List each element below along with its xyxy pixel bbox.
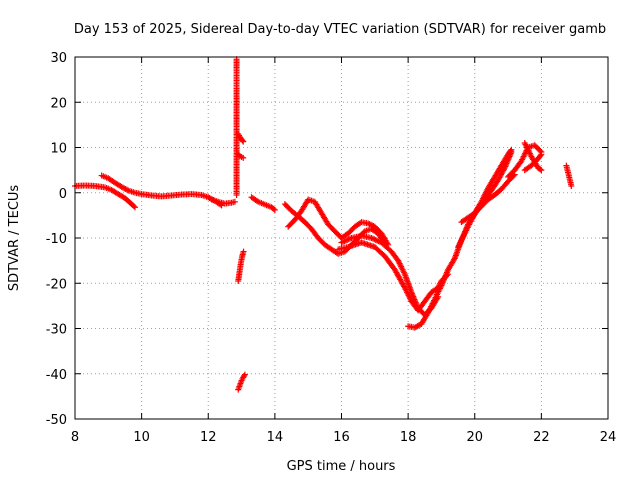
data-point: [366, 221, 373, 228]
data-point: [537, 166, 544, 173]
grid-lines: [75, 57, 608, 419]
x-tick-label: 16: [333, 430, 350, 445]
data-point: [508, 149, 515, 156]
x-tick-label: 8: [71, 430, 79, 445]
data-point: [239, 137, 246, 144]
axis-ticks: 8 10 12 14 16 18 20 22 24 -50 -40 -30 -20 -10 0 10 20 30: [46, 51, 617, 445]
x-tick-label: 24: [600, 430, 617, 445]
data-point: [367, 221, 374, 228]
y-tick-label: 30: [50, 51, 67, 66]
data-point: [537, 152, 544, 159]
data-point: [365, 220, 372, 227]
data-point: [123, 186, 130, 193]
y-axis-label: SDTVAR / TECUs: [7, 185, 22, 292]
data-point: [240, 154, 247, 161]
chart-title: Day 153 of 2025, Sidereal Day-to-day VTE…: [74, 22, 606, 37]
x-tick-label: 18: [400, 430, 417, 445]
x-tick-label: 20: [466, 430, 483, 445]
data-point: [240, 248, 247, 255]
x-axis-label: GPS time / hours: [287, 459, 396, 474]
data-point: [241, 373, 248, 380]
data-point: [369, 222, 376, 229]
data-point: [231, 198, 238, 205]
data-points: [72, 56, 575, 393]
y-tick-label: -10: [46, 232, 67, 247]
data-point: [500, 166, 507, 173]
y-tick-label: -50: [46, 413, 67, 428]
x-tick-label: 14: [267, 430, 284, 445]
data-point: [131, 204, 138, 211]
y-tick-label: 0: [59, 187, 67, 202]
data-point: [538, 151, 545, 158]
x-tick-label: 10: [133, 430, 150, 445]
y-tick-label: -30: [46, 323, 67, 338]
data-point: [271, 206, 278, 213]
data-point: [538, 167, 545, 174]
y-tick-label: 10: [50, 142, 67, 157]
data-point: [233, 192, 240, 199]
y-tick-label: 20: [50, 96, 67, 111]
data-point: [241, 371, 248, 378]
y-tick-label: -20: [46, 277, 67, 292]
x-tick-label: 12: [200, 430, 217, 445]
data-point: [130, 203, 137, 210]
data-point: [568, 182, 575, 189]
data-point: [240, 138, 247, 145]
y-tick-label: -40: [46, 368, 67, 383]
data-point: [270, 206, 277, 213]
x-tick-label: 22: [533, 430, 550, 445]
